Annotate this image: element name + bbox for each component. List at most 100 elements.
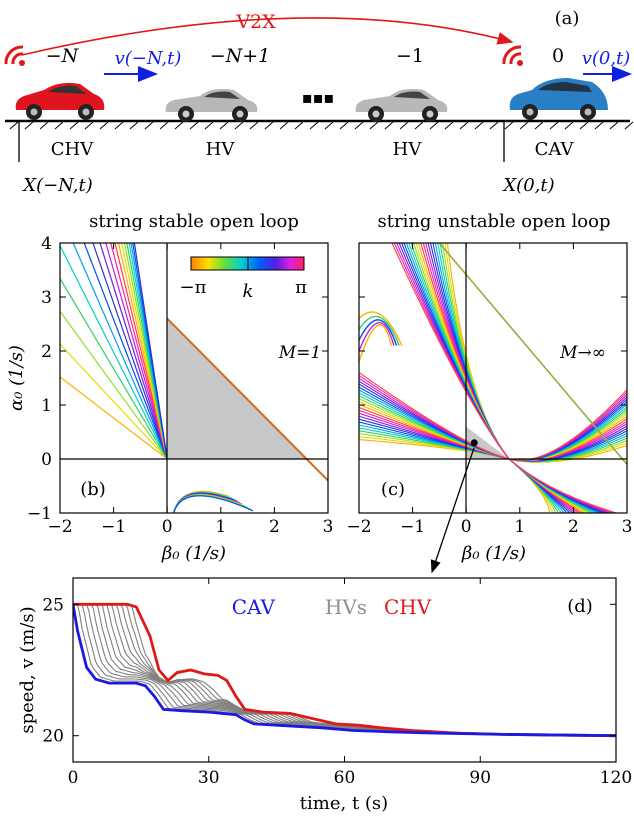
k-curve: [408, 243, 597, 513]
panel-c-stability-chart: string unstable open loop −2 −1 0 1 2 3 M→∞ (…: [346, 211, 633, 574]
ticks-c: −2 −1 0 1 2 3: [346, 242, 633, 537]
ticks-d: 0 30 60 90 120 20 25: [42, 578, 632, 788]
index-zero: 0: [552, 45, 564, 67]
position-left-label: X(−N,t): [21, 175, 93, 196]
k-curve: [427, 243, 574, 513]
panel-c-title: string unstable open loop: [378, 211, 611, 232]
hv-speed-line: [73, 603, 616, 736]
annotation-minf: M→∞: [559, 343, 606, 363]
x-tick-label: −1: [101, 517, 126, 537]
legend-hvs: HVs: [325, 595, 367, 619]
y-tick-label: 0: [41, 450, 52, 470]
k-curve: [405, 243, 600, 513]
v2x-label: V2X: [235, 11, 276, 33]
k-curve: [114, 243, 168, 460]
chv-speed-line: [73, 602, 616, 738]
legend-cav: CAV: [232, 595, 276, 619]
panel-b-title: string stable open loop: [89, 211, 299, 232]
k-curve: [391, 243, 617, 513]
panel-d-speed-chart: 0 30 60 90 120 20 25 CAV HVs CHV (d) time, t (…: [17, 577, 632, 814]
y-tick-label: 2: [41, 342, 52, 362]
hv-speed-lines: [73, 603, 616, 737]
x-tick-label: 30: [198, 768, 220, 788]
k-curve: [359, 324, 392, 363]
panel-b-ylabel: α₀ (1/s): [6, 345, 27, 411]
y-tick-label: −1: [27, 504, 52, 524]
wifi-icon-chv: [4, 45, 25, 66]
panel-a-traffic-diagram: V2X (a) ▪▪▪: [4, 8, 634, 196]
marked-point: [470, 439, 478, 447]
k-curve: [359, 311, 403, 346]
x-tick-label: −2: [346, 517, 371, 537]
panel-d-ylabel: speed, v (m/s): [17, 606, 38, 733]
legend-chv: CHV: [384, 595, 432, 619]
panel-c-label: (c): [381, 479, 405, 500]
k-curve: [359, 321, 395, 352]
panel-b-xlabel: β₀ (1/s): [161, 543, 226, 564]
speed-left-label: v(−N,t): [115, 48, 182, 69]
k-curve: [401, 243, 606, 513]
x-tick-label: 1: [514, 517, 525, 537]
k-curve: [359, 315, 400, 346]
k-curve: [173, 494, 246, 513]
y-tick-label: 4: [41, 234, 52, 254]
k-curve: [60, 343, 168, 460]
k-curve: [110, 243, 168, 460]
x-tick-label: 0: [162, 517, 173, 537]
wifi-icon-cav: [502, 45, 523, 66]
k-curve: [403, 243, 603, 513]
y-tick-label: 1: [41, 396, 52, 416]
x-tick-label: 3: [622, 517, 633, 537]
k-curve: [105, 243, 168, 460]
colorbar-mid: k: [243, 281, 254, 302]
k-curve: [173, 495, 254, 513]
x-tick-label: 120: [600, 768, 632, 788]
v2x-arc: [21, 17, 514, 56]
panel-d-label: (d): [567, 596, 593, 617]
index-minus-n: −N: [46, 45, 80, 67]
ellipsis-dots: ▪▪▪: [302, 88, 335, 107]
k-curve: [99, 243, 168, 460]
speed-right-label: v(0,t): [582, 48, 631, 69]
cav-speed-line: [73, 604, 616, 738]
x-tick-label: 0: [461, 517, 472, 537]
k-curve: [117, 243, 168, 460]
y-tick-label: 25: [42, 595, 64, 615]
hv-car-1: [165, 88, 258, 122]
y-tick-label: 20: [42, 727, 64, 747]
boundary-line-b: [166, 317, 328, 482]
pointer-arrow: [430, 447, 475, 574]
k-curve: [128, 243, 168, 460]
cav-car: [509, 78, 608, 120]
chv-car: [15, 82, 105, 120]
panel-a-label: (a): [555, 8, 580, 29]
x-tick-label: 2: [269, 517, 280, 537]
colorbar-min: −π: [180, 277, 207, 298]
panel-c-xlabel: β₀ (1/s): [461, 543, 526, 564]
y-tick-label: 3: [41, 288, 52, 308]
hv-car-2: [355, 88, 448, 122]
k-curve: [121, 243, 168, 460]
panel-b-stability-chart: string stable open loop −2 −1 0 1 2 3−101234 …: [6, 211, 334, 564]
x-tick-label: 90: [469, 768, 491, 788]
k-curve: [60, 310, 168, 460]
k-curve: [359, 319, 398, 346]
x-tick-label: 3: [323, 517, 334, 537]
type-cav: CAV: [535, 139, 575, 160]
k-curve: [132, 243, 168, 460]
annotation-m1: M=1: [278, 343, 321, 363]
k-curve: [123, 243, 168, 460]
position-right-label: X(0,t): [501, 175, 554, 196]
k-curve: [60, 376, 168, 460]
type-hv-1: HV: [206, 139, 236, 160]
colorbar-max: π: [295, 277, 307, 298]
type-hv-2: HV: [393, 139, 423, 160]
panel-b-label: (b): [80, 479, 106, 500]
stability-curves-c: [359, 243, 627, 513]
panel-d-xlabel: time, t (s): [300, 793, 388, 814]
k-curve: [60, 277, 168, 460]
k-curve: [72, 243, 168, 460]
x-tick-label: 1: [215, 517, 226, 537]
road-hatching: [9, 121, 634, 130]
